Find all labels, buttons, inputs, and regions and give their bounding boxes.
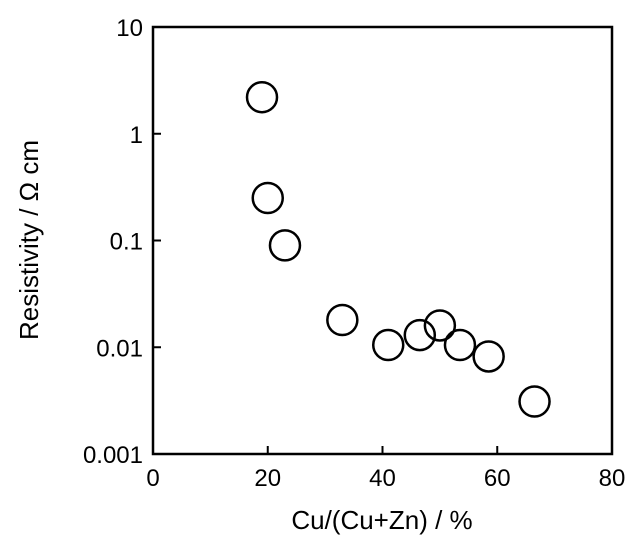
y-axis-ticks: 0.001 0.01 0.1 1 10 [83, 15, 161, 469]
y-tick-label: 0.1 [110, 229, 143, 256]
data-point [472, 340, 505, 373]
data-point [371, 328, 405, 362]
x-tick-label: 80 [599, 465, 626, 492]
x-axis-ticks: 0 20 40 60 80 [146, 446, 625, 492]
data-point [403, 318, 437, 352]
y-tick-label: 1 [130, 122, 143, 149]
data-point [326, 303, 359, 337]
data-point [251, 181, 284, 215]
data-point [518, 385, 551, 418]
y-tick-label: 0.01 [96, 335, 143, 362]
y-tick-label: 10 [116, 15, 143, 42]
data-points [245, 80, 551, 418]
x-tick-label: 60 [484, 465, 511, 492]
data-point [245, 80, 279, 114]
x-tick-label: 0 [146, 465, 159, 492]
data-point [443, 328, 477, 362]
data-point [423, 309, 457, 342]
y-tick-label: 0.001 [83, 442, 143, 469]
data-point [268, 229, 302, 262]
x-axis-title: Cu/(Cu+Zn) / % [291, 505, 472, 535]
y-axis-title: Resistivity / Ω cm [14, 140, 44, 340]
x-tick-label: 40 [369, 465, 396, 492]
x-tick-label: 20 [254, 465, 281, 492]
